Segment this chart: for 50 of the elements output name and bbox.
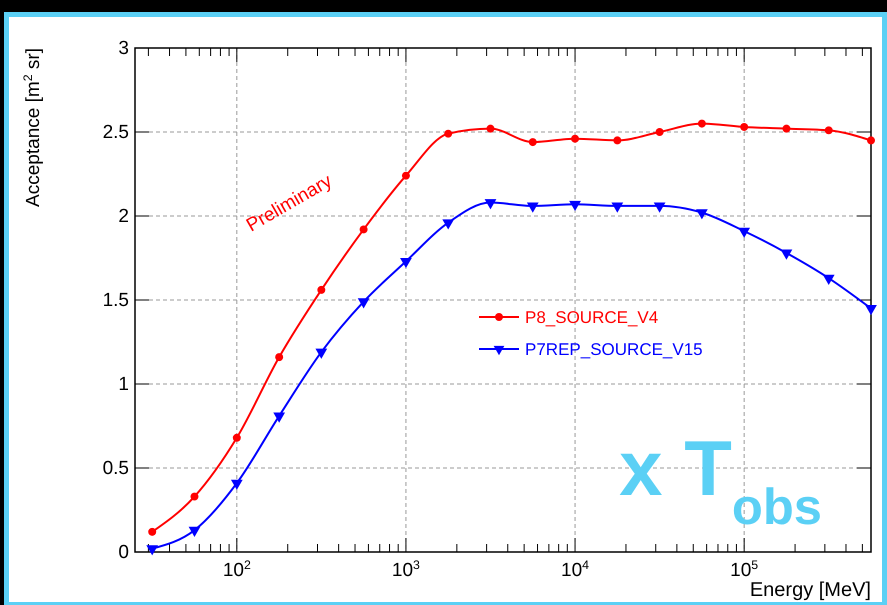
point (611, 202, 624, 213)
point (528, 138, 537, 146)
point (402, 172, 410, 180)
y-tick-label: 1 (118, 374, 129, 396)
point (188, 526, 200, 537)
y-tick-label: 1.5 (102, 290, 129, 312)
x-tick-label: 10$^{4}$ (561, 558, 590, 581)
point (273, 412, 286, 423)
point (400, 258, 412, 268)
point (569, 200, 581, 212)
point (867, 136, 875, 144)
point (360, 225, 368, 234)
point (696, 209, 708, 220)
y-tick-label: 0.5 (102, 458, 129, 480)
point (444, 130, 452, 138)
point (486, 124, 494, 133)
point (275, 353, 284, 362)
point (232, 434, 241, 442)
legend-label: P8_SOURCE_V4 (525, 308, 658, 327)
legend-label: P7REP_SOURCE_V15 (525, 340, 703, 359)
point (146, 545, 158, 556)
point (190, 492, 198, 501)
point (865, 305, 877, 316)
point (484, 199, 496, 210)
point (780, 250, 792, 260)
annotation: x T$_{obs}$ (619, 424, 822, 534)
x-tick-label: 10$^{5}$ (730, 558, 758, 581)
point (613, 136, 622, 144)
point (358, 298, 370, 308)
point (740, 122, 748, 131)
point (738, 228, 750, 238)
point (654, 202, 666, 213)
point (442, 219, 454, 230)
y-tick-label: 2.5 (102, 122, 129, 144)
point (317, 286, 326, 294)
point (230, 480, 243, 490)
y-tick-label: 3 (118, 38, 129, 60)
point (656, 128, 664, 136)
point (526, 202, 539, 213)
point (698, 120, 706, 128)
point (782, 124, 790, 133)
y-tick-label: 0 (118, 542, 129, 564)
x-axis-title: Energy [MeV] (750, 579, 871, 601)
x-tick-label: 10$^{2}$ (222, 558, 251, 581)
point (822, 274, 835, 285)
point (315, 348, 328, 359)
x-tick-label: 10$^{3}$ (392, 558, 420, 581)
y-tick-label: 2 (118, 206, 129, 228)
point (571, 134, 580, 143)
point (824, 126, 833, 134)
